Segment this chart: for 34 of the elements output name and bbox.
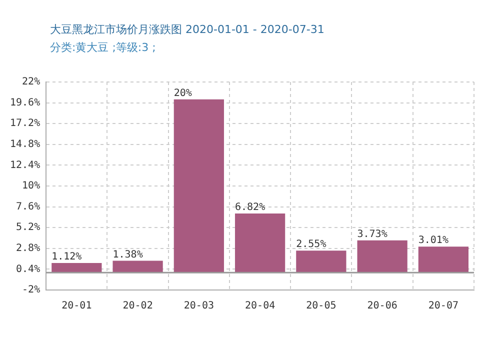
bar — [234, 214, 286, 273]
x-tick-label: 20-04 — [244, 300, 276, 312]
y-tick-label: 2.8% — [16, 242, 40, 254]
y-tick-label: 5.2% — [16, 222, 40, 234]
bar — [112, 260, 163, 273]
bar — [174, 99, 224, 273]
data-label: 1.12% — [52, 252, 82, 263]
bar — [52, 262, 102, 273]
chart-subtitle: 分类:黄大豆 ;等级:3 ; — [50, 40, 156, 55]
y-tick-label: 10% — [22, 180, 40, 192]
x-tick-label: 20-02 — [122, 300, 153, 312]
bar — [418, 246, 468, 273]
y-tick-label: 12.4% — [10, 160, 40, 171]
data-label: 2.55% — [296, 239, 326, 250]
x-tick-label: 20-06 — [367, 300, 398, 312]
data-label: 3.01% — [418, 235, 448, 246]
data-label: 3.73% — [357, 228, 388, 240]
x-tick-label: 20-07 — [428, 300, 458, 312]
data-label: 1.38% — [112, 249, 143, 260]
bar — [357, 240, 408, 273]
bar — [296, 250, 346, 273]
y-tick-label: 14.8% — [10, 138, 40, 150]
data-label: 20% — [174, 88, 192, 99]
x-tick-label: 20-01 — [62, 300, 92, 312]
chart-title: 大豆黑龙江市场价月涨跌图 2020-01-01 - 2020-07-31 — [50, 22, 324, 37]
y-tick-label: 19.6% — [10, 97, 40, 108]
y-tick-label: 17.2% — [10, 118, 40, 130]
y-tick-label: 0.4% — [16, 264, 40, 275]
x-tick-label: 20-05 — [306, 300, 336, 312]
y-tick-label: 7.6% — [16, 201, 40, 212]
y-tick-label: -2% — [22, 284, 40, 296]
data-label: 6.82% — [234, 202, 266, 214]
y-tick-label: 22% — [22, 76, 40, 88]
x-tick-label: 20-03 — [184, 300, 214, 312]
